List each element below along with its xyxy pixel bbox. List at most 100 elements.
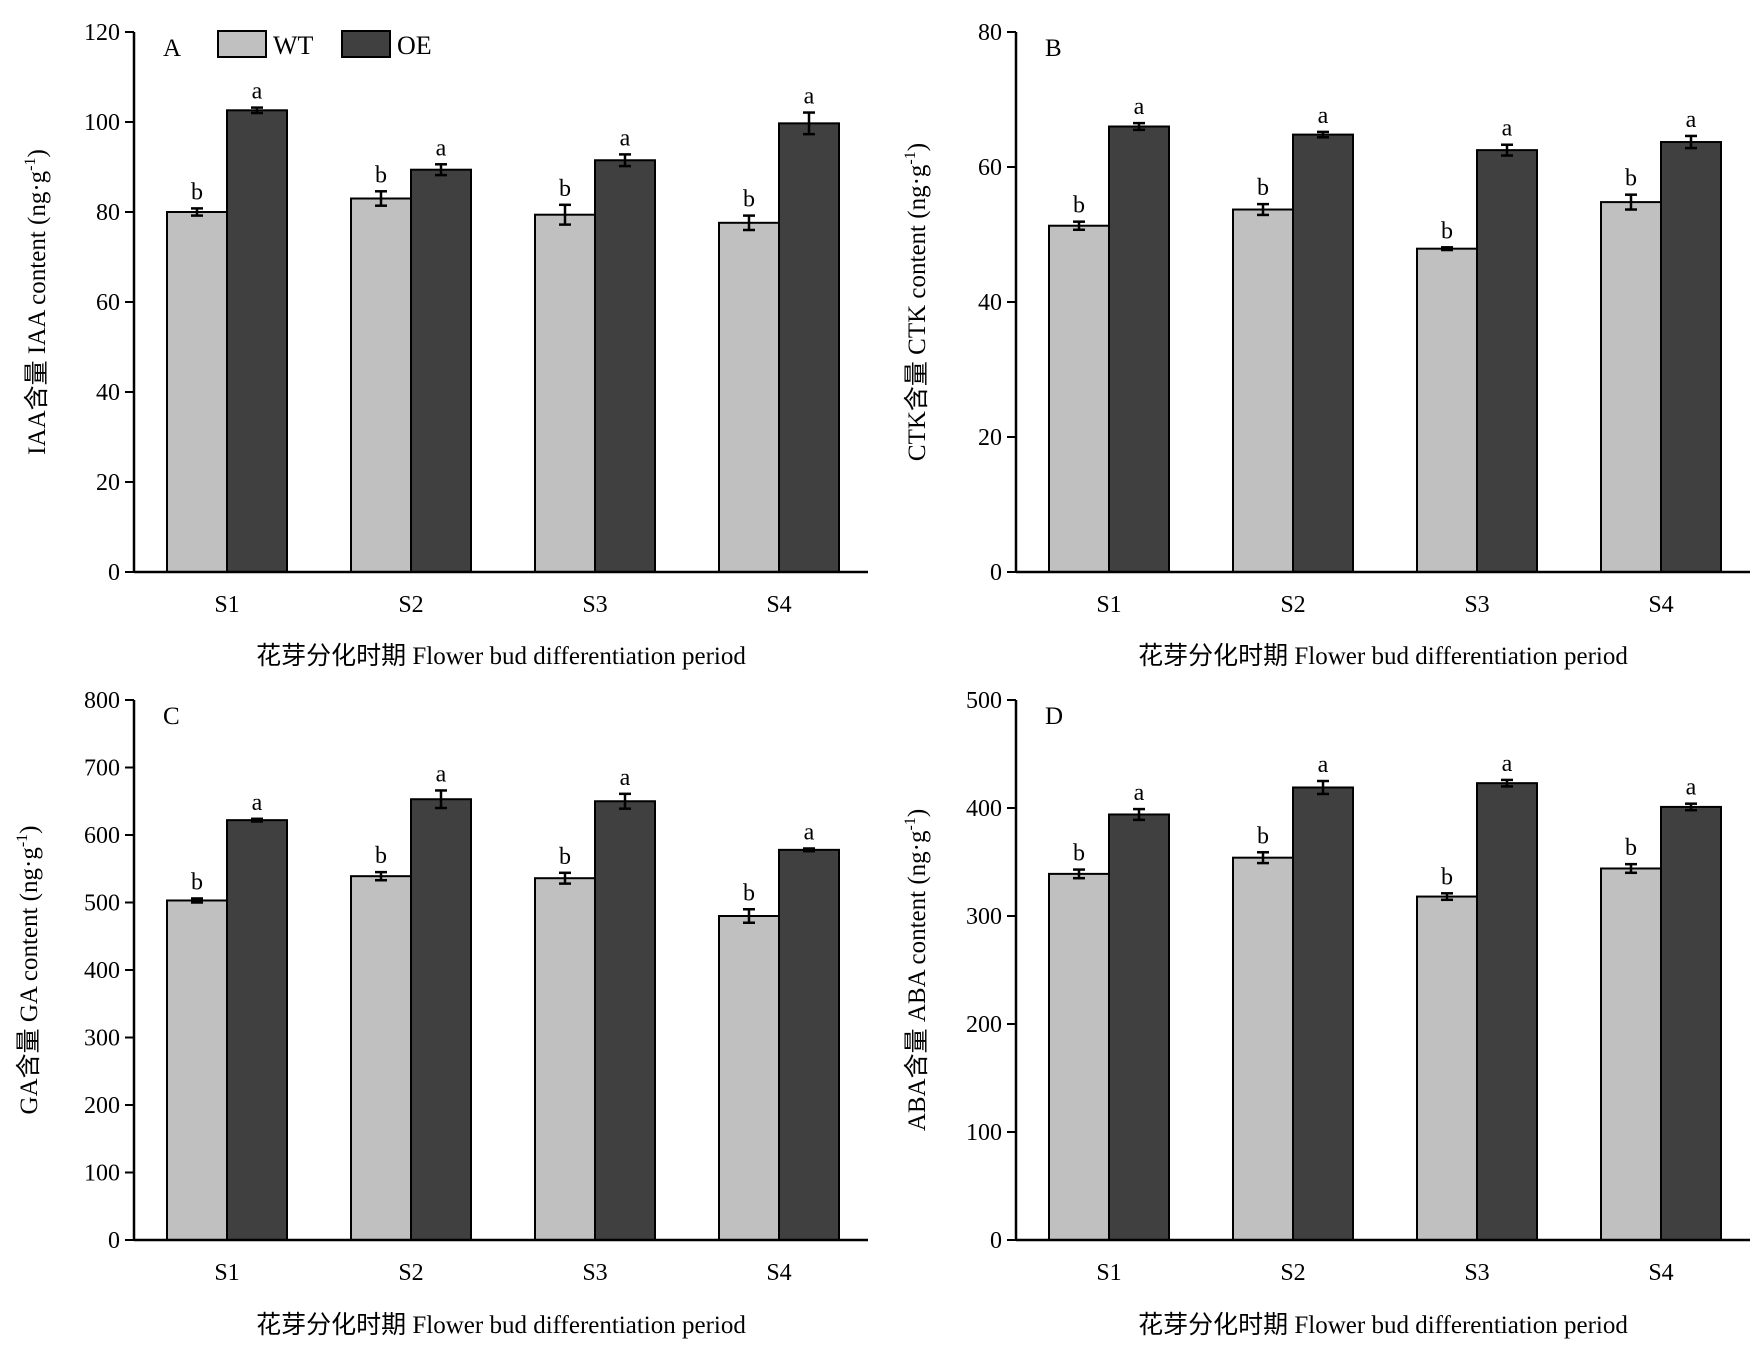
bar-oe-s1 — [1108, 813, 1170, 1241]
x-tick-label: S2 — [398, 1260, 423, 1286]
bar-oe-s2 — [410, 798, 472, 1241]
y-tick-label: 20 — [96, 470, 120, 496]
significance-letter: a — [1134, 780, 1145, 806]
significance-letter: b — [559, 844, 571, 870]
x-axis-title: 花芽分化时期 Flower bud differentiation period — [1138, 1311, 1628, 1339]
error-bar — [1257, 851, 1269, 865]
x-tick-label: S3 — [1464, 592, 1489, 618]
bar-oe-s4 — [778, 122, 840, 573]
error-bar — [1501, 143, 1513, 157]
bar-wt-s3 — [1416, 895, 1478, 1241]
x-tick-label: S3 — [582, 592, 607, 618]
bar-oe-s3 — [1476, 782, 1538, 1241]
error-bar — [375, 190, 387, 207]
x-axis-title: 花芽分化时期 Flower bud differentiation period — [256, 1311, 746, 1339]
chart-panel-c: b b b b a a a a 0 100 200 300 400 500 600 700 800 S1 S2 S3 S… — [14, 688, 868, 1339]
legend-label-oe: OE — [397, 31, 432, 60]
y-tick-label: 500 — [84, 891, 120, 917]
error-bar — [1317, 130, 1329, 139]
x-tick-label: S4 — [1648, 1260, 1673, 1286]
bar-oe-s3 — [1476, 149, 1538, 573]
y-tick-label: 800 — [84, 688, 120, 714]
error-bar — [251, 106, 263, 115]
legend-swatch-wt — [217, 30, 267, 58]
y-tick-label: 60 — [96, 290, 120, 316]
bar-wt-s2 — [1232, 208, 1294, 573]
error-bar — [743, 908, 755, 924]
error-bar — [191, 897, 203, 904]
error-bar — [375, 870, 387, 882]
y-axis-title: CTK含量 CTK content (ng·g-1) — [902, 143, 931, 461]
bar-wt-s3 — [534, 877, 596, 1241]
y-tick-label: 80 — [96, 200, 120, 226]
x-tick-label: S1 — [214, 592, 239, 618]
error-bar — [1133, 121, 1145, 132]
y-tick-label: 40 — [978, 290, 1002, 316]
x-tick-label: S2 — [398, 592, 423, 618]
bar-oe-s2 — [1292, 786, 1354, 1241]
error-bar — [1441, 892, 1453, 902]
significance-letter: a — [620, 765, 631, 791]
significance-letter: b — [375, 162, 387, 188]
significance-letter: a — [1502, 116, 1513, 142]
error-bar — [743, 214, 755, 232]
error-bar — [1501, 778, 1513, 788]
error-bar — [1625, 862, 1637, 875]
bar-oe-s4 — [1660, 141, 1722, 573]
significance-letter: b — [1257, 175, 1269, 201]
y-tick-label: 200 — [84, 1093, 120, 1119]
error-bar — [803, 111, 815, 136]
significance-letter: b — [1441, 218, 1453, 244]
significance-letter: b — [743, 187, 755, 213]
significance-letter: a — [1318, 752, 1329, 778]
x-tick-label: S4 — [766, 1260, 791, 1286]
x-tick-label: S1 — [1096, 592, 1121, 618]
significance-letter: b — [1073, 841, 1085, 867]
y-tick-label: 300 — [966, 904, 1002, 930]
bar-oe-s4 — [1660, 805, 1722, 1241]
y-tick-label: 100 — [966, 1120, 1002, 1146]
chart-panel-d: b b b b a a a a 0 100 200 300 400 500 S1 S2 S3 S4 花芽分化时期 F… — [902, 688, 1750, 1339]
y-tick-label: 80 — [978, 20, 1002, 46]
bar-oe-s1 — [226, 109, 288, 574]
x-tick-label: S1 — [214, 1260, 239, 1286]
significance-letter: b — [559, 176, 571, 202]
error-bar — [1685, 134, 1697, 150]
y-tick-label: 0 — [990, 560, 1002, 586]
y-tick-label: 0 — [108, 1228, 120, 1254]
x-tick-label: S2 — [1280, 592, 1305, 618]
x-tick-label: S3 — [582, 1260, 607, 1286]
bar-oe-s1 — [226, 819, 288, 1242]
significance-letter: b — [191, 179, 203, 205]
bar-wt-s4 — [718, 221, 780, 574]
panel-label: C — [163, 703, 180, 730]
y-tick-label: 20 — [978, 425, 1002, 451]
bar-oe-s2 — [410, 168, 472, 573]
error-bar — [619, 153, 631, 168]
significance-letter: b — [1441, 864, 1453, 890]
error-bar — [1257, 202, 1269, 217]
x-axis-title: 花芽分化时期 Flower bud differentiation period — [1138, 642, 1628, 670]
panel-label: A — [163, 35, 181, 62]
y-tick-label: 300 — [84, 1026, 120, 1052]
bar-oe-s3 — [594, 159, 656, 573]
bar-wt-s1 — [1048, 872, 1110, 1241]
x-axis-title: 花芽分化时期 Flower bud differentiation period — [256, 642, 746, 670]
x-tick-label: S4 — [766, 592, 791, 618]
significance-letter: a — [620, 125, 631, 151]
bar-oe-s2 — [1292, 133, 1354, 573]
bar-wt-s1 — [166, 899, 228, 1241]
x-tick-label: S4 — [1648, 592, 1673, 618]
legend: WT OE — [217, 30, 432, 60]
significance-letter: b — [1625, 835, 1637, 861]
error-bar — [559, 871, 571, 885]
bar-wt-s1 — [1048, 224, 1110, 573]
y-axis-title: IAA含量 IAA content (ng·g-1) — [22, 149, 51, 455]
significance-letter: b — [1257, 823, 1269, 849]
significance-letter: b — [1073, 193, 1085, 219]
legend-swatch-oe — [341, 30, 391, 58]
y-tick-label: 120 — [84, 20, 120, 46]
y-tick-label: 400 — [84, 958, 120, 984]
significance-letter: a — [252, 790, 263, 816]
